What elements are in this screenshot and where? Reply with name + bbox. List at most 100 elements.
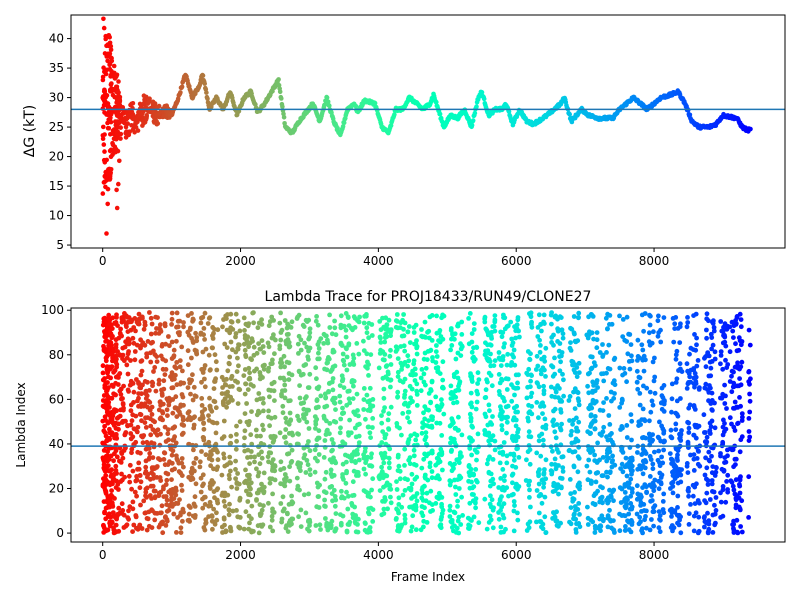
lambda-point — [427, 464, 433, 470]
lambda-point — [420, 425, 425, 430]
lambda-point — [169, 452, 175, 458]
lambda-point — [364, 529, 370, 535]
lambda-point — [199, 379, 204, 385]
lambda-point — [251, 344, 257, 350]
lambda-point — [337, 430, 343, 436]
lambda-point — [351, 383, 356, 389]
lambda-point — [555, 327, 561, 333]
lambda-point — [505, 403, 511, 409]
lambda-point — [605, 524, 611, 530]
lambda-point — [560, 454, 566, 460]
lambda-point — [225, 393, 231, 398]
lambda-point — [141, 433, 147, 438]
lambda-point — [549, 363, 554, 369]
lambda-point — [287, 464, 292, 470]
lambda-point — [206, 418, 212, 423]
lambda-point — [172, 376, 177, 382]
lambda-point — [569, 428, 574, 434]
lambda-point — [261, 470, 267, 476]
lambda-point — [322, 404, 328, 410]
lambda-point — [356, 473, 361, 478]
lambda-point — [159, 510, 164, 516]
lambda-point — [492, 328, 498, 334]
delta-g-point — [506, 109, 512, 114]
lambda-point — [356, 433, 362, 439]
lambda-point — [234, 432, 239, 437]
lambda-point — [428, 399, 433, 405]
lambda-point — [425, 423, 430, 429]
lambda-point — [129, 446, 135, 452]
lambda-point — [589, 312, 595, 318]
lambda-point — [448, 347, 453, 353]
lambda-point — [453, 356, 459, 362]
lambda-point — [221, 434, 227, 439]
lambda-panel: Lambda Trace for PROJ18433/RUN49/CLONE27… — [14, 289, 786, 584]
lambda-point — [491, 363, 497, 368]
delta-g-point — [102, 149, 107, 154]
lambda-point — [498, 404, 503, 410]
lambda-point — [657, 529, 663, 535]
lambda-point — [526, 402, 531, 408]
lambda-point — [168, 446, 174, 452]
lambda-point — [192, 515, 198, 520]
lambda-point — [237, 497, 243, 503]
lambda-point — [549, 393, 555, 399]
lambda-point — [241, 526, 247, 532]
lambda-point — [534, 400, 540, 405]
lambda-point — [340, 378, 345, 383]
lambda-point — [333, 497, 339, 503]
lambda-point — [181, 509, 186, 515]
lambda-point — [502, 473, 507, 479]
lambda-point — [329, 367, 335, 372]
lambda-point — [641, 502, 647, 507]
lambda-point — [297, 383, 302, 388]
lambda-point — [558, 315, 564, 320]
lambda-point — [297, 487, 302, 493]
lambda-point — [339, 488, 344, 494]
lambda-point — [370, 476, 376, 482]
lambda-point — [638, 519, 643, 525]
lambda-point — [228, 339, 234, 345]
lambda-point — [131, 522, 137, 528]
lambda-point — [637, 514, 643, 520]
lambda-point — [135, 424, 141, 430]
lambda-point — [557, 425, 563, 431]
lambda-point — [145, 415, 151, 420]
lambda-point — [558, 407, 563, 412]
lambda-point — [322, 391, 328, 397]
lambda-point — [220, 324, 225, 330]
lambda-point — [306, 357, 311, 362]
lambda-point — [485, 357, 491, 363]
lambda-point — [396, 502, 402, 507]
lambda-point — [364, 330, 370, 336]
lambda-point — [268, 388, 274, 393]
lambda-point — [551, 332, 556, 338]
lambda-point — [560, 469, 566, 474]
delta-g-point — [178, 90, 183, 95]
lambda-point — [265, 340, 271, 346]
lambda-point — [436, 338, 441, 343]
lambda-point — [298, 507, 304, 513]
lambda-point — [538, 322, 544, 327]
lambda-point — [490, 324, 496, 329]
lambda-point — [333, 511, 339, 516]
delta-g-point — [105, 58, 110, 64]
lambda-point — [301, 406, 307, 412]
lambda-point — [504, 419, 510, 425]
lambda-point — [241, 315, 247, 321]
lambda-point — [221, 451, 227, 457]
lambda-point — [652, 484, 657, 489]
lambda-point — [607, 422, 613, 427]
lambda-point — [611, 498, 616, 504]
lambda-point — [153, 388, 159, 394]
lambda-point — [315, 435, 321, 441]
lambda-point — [228, 468, 233, 474]
delta-g-point — [322, 102, 328, 108]
lambda-point — [512, 362, 518, 368]
lambda-point — [406, 358, 412, 364]
lambda-point — [322, 438, 328, 443]
delta-g-point — [102, 87, 107, 93]
lambda-point — [483, 348, 488, 354]
lambda-point — [118, 326, 123, 332]
delta-g-point — [205, 96, 210, 102]
